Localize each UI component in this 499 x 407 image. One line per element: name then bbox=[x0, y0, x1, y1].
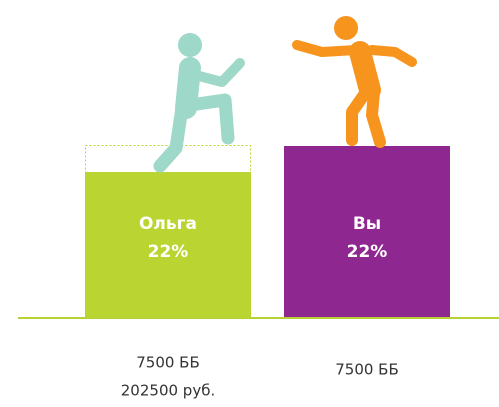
name-label: Вы bbox=[353, 214, 381, 234]
caption: 7500 ББ bbox=[335, 361, 399, 379]
olga-figure bbox=[153, 33, 245, 173]
percent-label: 22% bbox=[148, 242, 189, 262]
percent-label: 22% bbox=[347, 242, 388, 262]
caption: 7500 ББ bbox=[136, 354, 200, 372]
caption: 202500 руб. bbox=[121, 382, 215, 400]
you-bar bbox=[284, 146, 450, 318]
name-label: Ольга bbox=[139, 214, 197, 234]
you-figure bbox=[292, 16, 417, 148]
olga-bar bbox=[85, 172, 251, 318]
